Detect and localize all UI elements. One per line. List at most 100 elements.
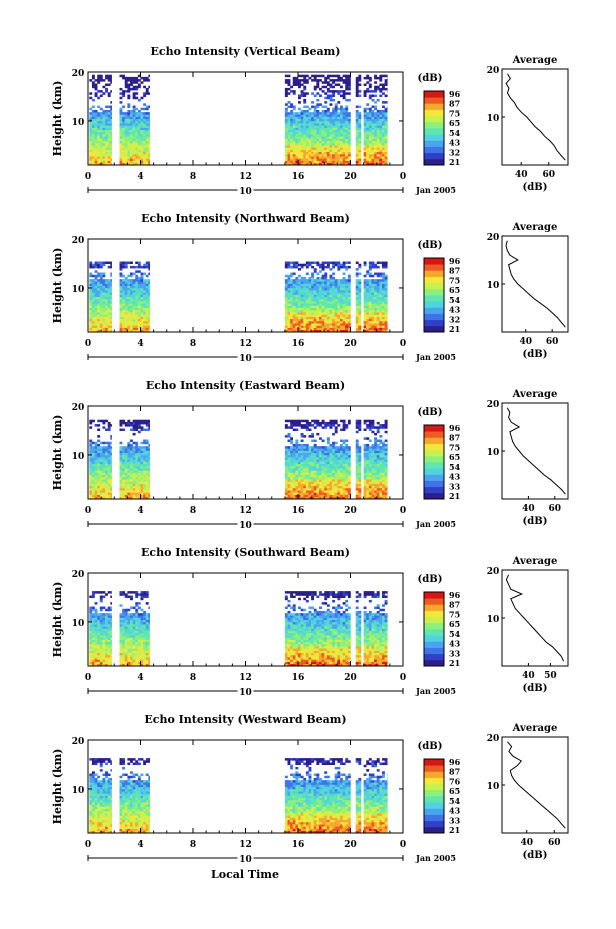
heatmap-cell: [332, 290, 336, 293]
heatmap-cell: [290, 147, 294, 150]
average-frame: [501, 235, 569, 333]
heatmap-cell: [363, 92, 367, 95]
heatmap-cell: [368, 112, 372, 115]
heatmap-cell: [127, 162, 131, 166]
heatmap-cell: [311, 487, 315, 491]
heatmap-cell: [91, 147, 95, 150]
heatmap-cell: [97, 452, 101, 456]
heatmap-cell: [337, 156, 341, 159]
heatmap-cell: [110, 325, 112, 328]
heatmap-cell: [97, 320, 101, 324]
heatmap-cell: [284, 162, 288, 166]
heatmap-cell: [308, 160, 312, 164]
heatmap-cell: [313, 162, 317, 166]
heatmap-cell: [124, 283, 128, 287]
heatmap-cell: [132, 298, 136, 302]
heatmap-cell: [105, 76, 108, 80]
x-tick-label: 16: [292, 172, 305, 182]
heatmap-cell: [110, 320, 112, 324]
heatmap-cell: [94, 465, 98, 469]
heatmap-cell: [345, 454, 349, 458]
heatmap-cell: [300, 461, 304, 465]
heatmap-cell: [342, 285, 346, 289]
heatmap-cell: [355, 296, 359, 300]
heatmap-cell: [119, 127, 123, 131]
colorbar-segment: [424, 313, 444, 321]
heatmap-cell: [340, 109, 343, 113]
heatmap-cell: [292, 474, 296, 478]
heatmap-cell: [105, 131, 108, 135]
heatmap-cell: [135, 136, 139, 139]
heatmap-cell: [135, 140, 139, 144]
heatmap-cell: [130, 309, 133, 313]
heatmap-cell: [137, 309, 141, 313]
heatmap-cell: [316, 468, 320, 471]
heatmap-cell: [382, 145, 385, 148]
heatmap-cell: [290, 160, 294, 164]
heatmap-cell: [345, 468, 349, 471]
heatmap-cell: [316, 261, 320, 265]
heatmap-cell: [332, 138, 336, 142]
heatmap-cell: [329, 162, 333, 166]
heatmap-cell: [340, 127, 343, 131]
heatmap-cell: [355, 149, 359, 153]
heatmap-cell: [110, 301, 112, 304]
heatmap-cell: [316, 325, 320, 328]
heatmap-cell: [140, 292, 144, 295]
heatmap-cell: [311, 153, 315, 157]
heatmap-cell: [97, 118, 101, 122]
heatmap-cell: [290, 142, 294, 146]
heatmap-cell: [284, 81, 288, 84]
heatmap-cell: [119, 292, 123, 295]
heatmap-cell: [376, 156, 380, 159]
heatmap-cell: [298, 457, 301, 460]
heatmap-cell: [363, 90, 367, 93]
heatmap-cell: [292, 162, 296, 166]
heatmap-cell: [135, 327, 139, 331]
heatmap-cell: [122, 285, 126, 289]
heatmap-cell: [135, 459, 139, 462]
heatmap-cell: [119, 101, 123, 104]
heatmap-cell: [311, 274, 315, 278]
heatmap-cell: [324, 459, 328, 462]
heatmap-cell: [145, 134, 149, 137]
heatmap-cell: [382, 74, 385, 78]
heatmap-cell: [105, 490, 108, 493]
heatmap-cell: [305, 114, 309, 117]
heatmap-cell: [311, 74, 315, 78]
heatmap-cell: [132, 149, 136, 153]
heatmap-cell: [358, 470, 362, 473]
heatmap-cell: [305, 323, 309, 326]
heatmap-cell: [308, 263, 312, 267]
heatmap-cell: [107, 426, 111, 429]
heatmap-cell: [376, 158, 380, 161]
heatmap-cell: [107, 261, 111, 265]
heatmap-cell: [284, 274, 288, 278]
heatmap-cell: [94, 318, 98, 322]
heatmap-cell: [99, 263, 103, 267]
heatmap-cell: [384, 114, 388, 117]
heatmap-cell: [99, 323, 103, 326]
heatmap-cell: [316, 454, 320, 458]
heatmap-cell: [368, 261, 372, 265]
heatmap-cell: [374, 316, 378, 320]
heatmap-cell: [329, 459, 333, 462]
heatmap-cell: [298, 316, 301, 320]
heatmap-cell: [287, 312, 291, 315]
heatmap-cell: [376, 112, 380, 115]
heatmap-cell: [91, 285, 95, 289]
heatmap-cell: [300, 285, 304, 289]
heatmap-cell: [284, 94, 288, 98]
heatmap-cell: [119, 120, 123, 124]
heatmap-cell: [329, 136, 333, 139]
heatmap-cell: [324, 483, 328, 487]
heatmap-cell: [358, 483, 362, 487]
heatmap-cell: [89, 468, 93, 471]
heatmap-cell: [127, 483, 131, 487]
heatmap-cell: [97, 134, 101, 137]
heatmap-cell: [368, 279, 372, 282]
heatmap-cell: [334, 318, 338, 322]
heatmap-cell: [119, 151, 123, 155]
heatmap-cell: [99, 474, 103, 478]
heatmap-cell: [135, 147, 139, 150]
